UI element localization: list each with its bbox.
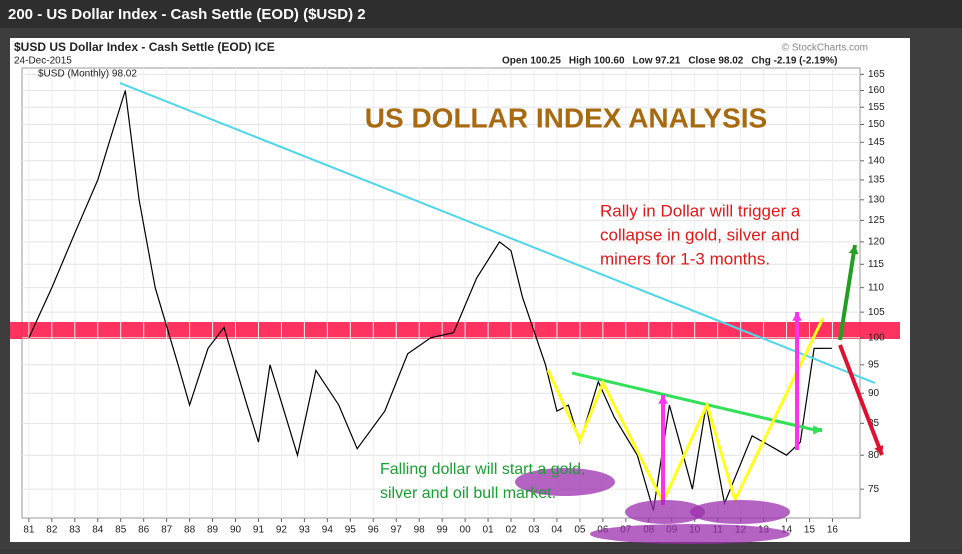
- annotation: miners for 1-3 months.: [600, 249, 770, 268]
- x-tick-label: 02: [505, 525, 517, 536]
- y-tick-label: 165: [868, 69, 885, 80]
- highlight: [590, 524, 790, 544]
- y-tick-label: 125: [868, 215, 885, 226]
- x-tick-label: 90: [230, 525, 242, 536]
- x-tick-label: 85: [115, 525, 127, 536]
- ohlc-field: Open 100.25: [502, 56, 561, 67]
- y-tick-label: 135: [868, 175, 885, 186]
- legend-entry: $USD (Monthly) 98.02: [38, 69, 137, 80]
- y-tick-label: 140: [868, 155, 885, 166]
- chart-title: US DOLLAR INDEX ANALYSIS: [365, 102, 767, 133]
- y-tick-label: 80: [868, 450, 880, 461]
- ohlc-field: High 100.60: [569, 56, 625, 67]
- arrow: [838, 244, 857, 341]
- x-tick-label: 01: [483, 525, 495, 536]
- x-tick-label: 15: [804, 525, 816, 536]
- credit: © StockCharts.com: [782, 43, 868, 54]
- symbol-header: $USD US Dollar Index - Cash Settle (EOD)…: [14, 40, 275, 54]
- arrow-head: [658, 395, 668, 404]
- arrow: [838, 344, 884, 456]
- date: 24-Dec-2015: [14, 56, 72, 67]
- plot-frame: [21, 67, 861, 519]
- x-tick-label: 91: [253, 525, 265, 536]
- x-tick-label: 88: [184, 525, 196, 536]
- annotation: Falling dollar will start a gold,: [380, 461, 585, 478]
- x-tick-label: 03: [528, 525, 540, 536]
- y-tick-label: 120: [868, 237, 885, 248]
- highlight: [690, 500, 790, 524]
- y-tick-label: 95: [868, 359, 880, 370]
- ohlc: Open 100.25 High 100.60 Low 97.21 Close 98.…: [502, 56, 838, 67]
- x-tick-label: 04: [551, 525, 563, 536]
- y-tick-label: 75: [868, 484, 880, 495]
- price-line: [28, 90, 833, 511]
- x-tick-label: 89: [207, 525, 219, 536]
- y-tick-label: 110: [868, 282, 884, 293]
- x-tick-label: 16: [827, 525, 839, 536]
- x-tick-label: 86: [138, 525, 150, 536]
- y-tick-label: 90: [868, 388, 880, 399]
- y-tick-label: 160: [868, 85, 885, 96]
- y-tick-label: 115: [868, 259, 884, 270]
- x-tick-label: 14: [781, 525, 793, 536]
- arrow-head: [848, 245, 859, 255]
- arrow-head: [874, 445, 884, 455]
- x-tick-label: 81: [23, 525, 35, 536]
- annotation: Rally in Dollar will trigger a: [600, 201, 801, 220]
- y-tick-label: 130: [868, 194, 885, 205]
- x-tick-label: 00: [460, 525, 472, 536]
- chart-panel: [10, 38, 910, 542]
- highlight: [625, 500, 705, 524]
- y-tick-label: 145: [868, 137, 885, 148]
- x-tick-label: 94: [322, 525, 334, 536]
- y-tick-label: 100: [868, 332, 885, 343]
- arrow-head: [792, 312, 802, 321]
- x-tick-label: 99: [437, 525, 449, 536]
- window-title: 200 - US Dollar Index - Cash Settle (EOD…: [8, 6, 366, 23]
- y-tick-label: 105: [868, 307, 885, 318]
- y-tick-label: 85: [868, 418, 880, 429]
- x-tick-label: 96: [368, 525, 380, 536]
- ohlc-field: Low 97.21: [633, 56, 681, 67]
- x-tick-label: 83: [69, 525, 81, 536]
- x-tick-label: 93: [299, 525, 311, 536]
- x-tick-label: 05: [574, 525, 586, 536]
- x-tick-label: 95: [345, 525, 357, 536]
- title-bar: [0, 0, 962, 28]
- x-tick-label: 87: [161, 525, 173, 536]
- y-tick-label: 150: [868, 119, 885, 130]
- annotation: collapse in gold, silver and: [600, 225, 799, 244]
- arrow-head: [813, 425, 822, 435]
- highlight: [515, 468, 615, 496]
- x-tick-label: 92: [276, 525, 288, 536]
- x-tick-label: 97: [391, 525, 403, 536]
- x-tick-label: 98: [414, 525, 426, 536]
- ohlc-field: Close 98.02: [688, 56, 743, 67]
- y-tick-label: 155: [868, 102, 885, 113]
- x-tick-label: 82: [46, 525, 58, 536]
- trendline: [119, 82, 876, 384]
- annotation: silver and oil bull market.: [380, 485, 556, 502]
- ohlc-field: Chg -2.19 (-2.19%): [751, 56, 837, 67]
- x-tick-label: 84: [92, 525, 104, 536]
